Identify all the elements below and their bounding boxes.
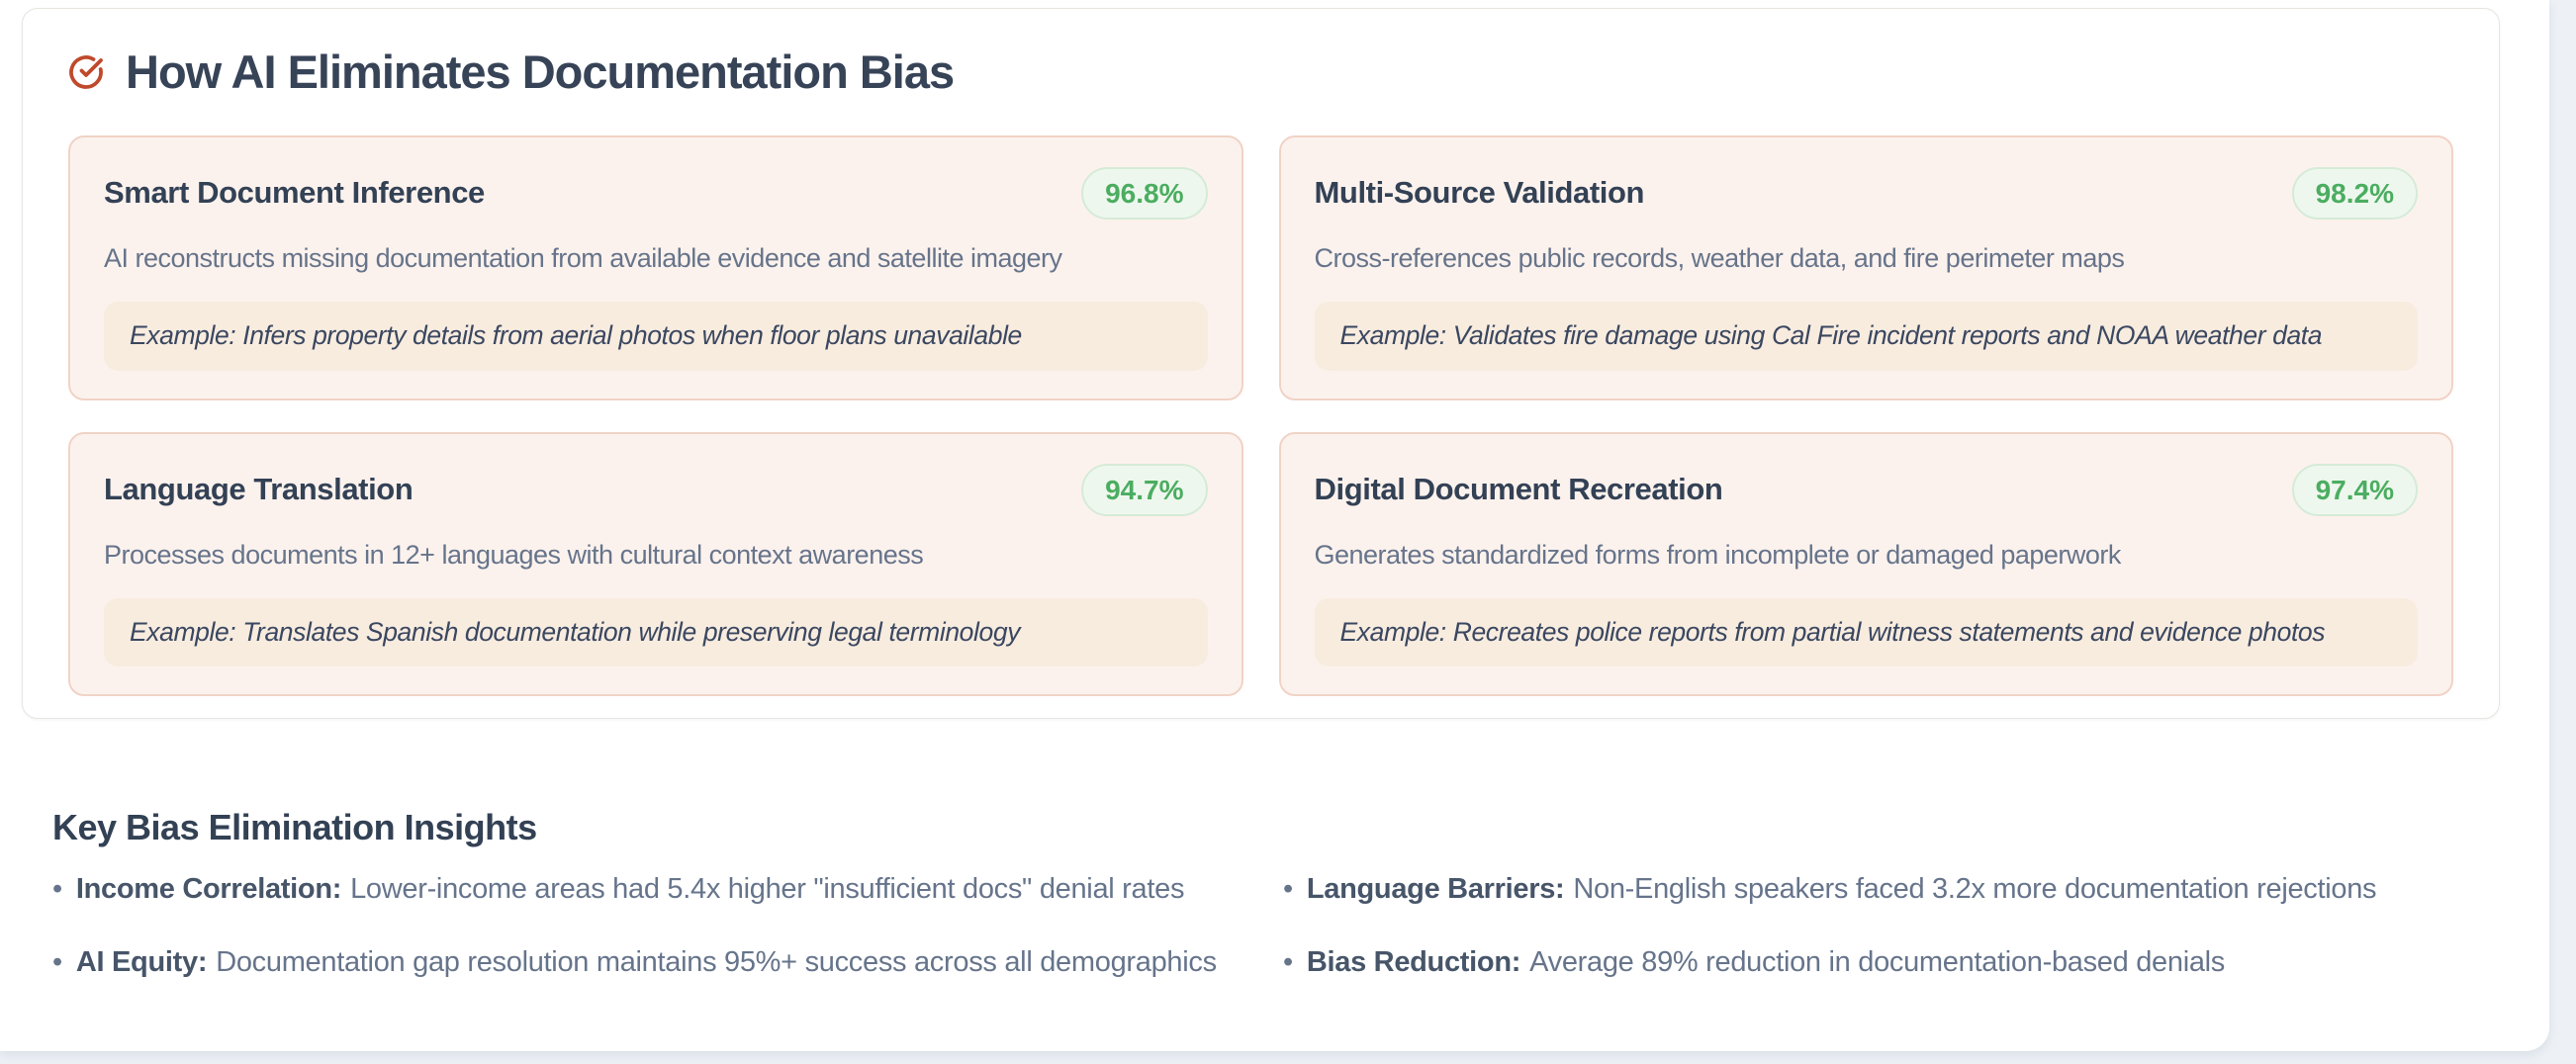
- bullet-icon: •: [1283, 873, 1293, 905]
- accuracy-badge: 98.2%: [2291, 166, 2418, 221]
- content-sheet: How AI Eliminates Documentation Bias Sma…: [0, 0, 2549, 1051]
- feature-description: Cross-references public records, weather…: [1314, 243, 2125, 274]
- insight-item-language-barriers: • Language Barriers: Non-English speakers …: [1283, 871, 2494, 907]
- feature-card-smart-document-inference: Smart Document Inference 96.8% AI recons…: [68, 134, 1243, 400]
- feature-example: Example: Recreates police reports from p…: [1314, 598, 2418, 667]
- insight-label: Language Barriers:: [1306, 873, 1565, 905]
- feature-card-language-translation: Language Translation 94.7% Processes doc…: [68, 431, 1243, 697]
- insight-label: Bias Reduction:: [1306, 946, 1521, 978]
- feature-example: Example: Translates Spanish documentatio…: [104, 598, 1208, 667]
- card-head: Smart Document Inference 96.8%: [104, 166, 1208, 221]
- accuracy-badge: 96.8%: [1081, 166, 1208, 221]
- feature-description: Processes documents in 12+ languages wit…: [104, 540, 924, 571]
- circle-check-icon: [69, 55, 103, 89]
- insight-item-ai-equity: • AI Equity: Documentation gap resolution …: [52, 944, 1263, 980]
- insight-text: Non-English speakers faced 3.2x more doc…: [1573, 873, 2377, 905]
- insights-title: Key Bias Elimination Insights: [52, 807, 537, 847]
- insight-label: Income Correlation:: [75, 873, 342, 905]
- bullet-icon: •: [52, 946, 62, 978]
- card-head: Multi-Source Validation 98.2%: [1314, 166, 2418, 221]
- panel-title: How AI Eliminates Documentation Bias: [126, 45, 955, 98]
- feature-title: Smart Document Inference: [104, 174, 485, 210]
- insights-grid: • Income Correlation: Lower-income areas h…: [52, 871, 2494, 980]
- insight-text: Lower-income areas had 5.4x higher "insu…: [350, 873, 1185, 905]
- feature-card-digital-document-recreation: Digital Document Recreation 97.4% Genera…: [1278, 431, 2453, 697]
- feature-title: Digital Document Recreation: [1314, 471, 1723, 506]
- bullet-icon: •: [52, 873, 62, 905]
- feature-title: Multi-Source Validation: [1314, 174, 1645, 210]
- accuracy-badge: 94.7%: [1081, 463, 1208, 517]
- insight-text: Documentation gap resolution maintains 9…: [216, 946, 1217, 978]
- ai-documentation-bias-panel: How AI Eliminates Documentation Bias Sma…: [22, 8, 2500, 719]
- card-head: Language Translation 94.7%: [104, 463, 1208, 517]
- insight-item-income-correlation: • Income Correlation: Lower-income areas h…: [52, 871, 1263, 907]
- feature-description: AI reconstructs missing documentation fr…: [104, 243, 1062, 274]
- feature-example: Example: Infers property details from ae…: [104, 302, 1208, 371]
- feature-grid: Smart Document Inference 96.8% AI recons…: [68, 134, 2453, 697]
- insight-item-bias-reduction: • Bias Reduction: Average 89% reduction in…: [1283, 944, 2494, 980]
- panel-header: How AI Eliminates Documentation Bias: [68, 46, 2453, 98]
- feature-card-multi-source-validation: Multi-Source Validation 98.2% Cross-refe…: [1278, 134, 2453, 400]
- accuracy-badge: 97.4%: [2291, 463, 2418, 517]
- feature-description: Generates standardized forms from incomp…: [1314, 540, 2122, 571]
- insight-label: AI Equity:: [75, 946, 208, 978]
- feature-title: Language Translation: [104, 471, 414, 506]
- card-head: Digital Document Recreation 97.4%: [1314, 463, 2418, 517]
- insights-section: Key Bias Elimination Insights • Income Co…: [0, 806, 2549, 980]
- bullet-icon: •: [1283, 946, 1293, 978]
- feature-example: Example: Validates fire damage using Cal…: [1314, 302, 2418, 371]
- insight-text: Average 89% reduction in documentation-b…: [1529, 946, 2226, 978]
